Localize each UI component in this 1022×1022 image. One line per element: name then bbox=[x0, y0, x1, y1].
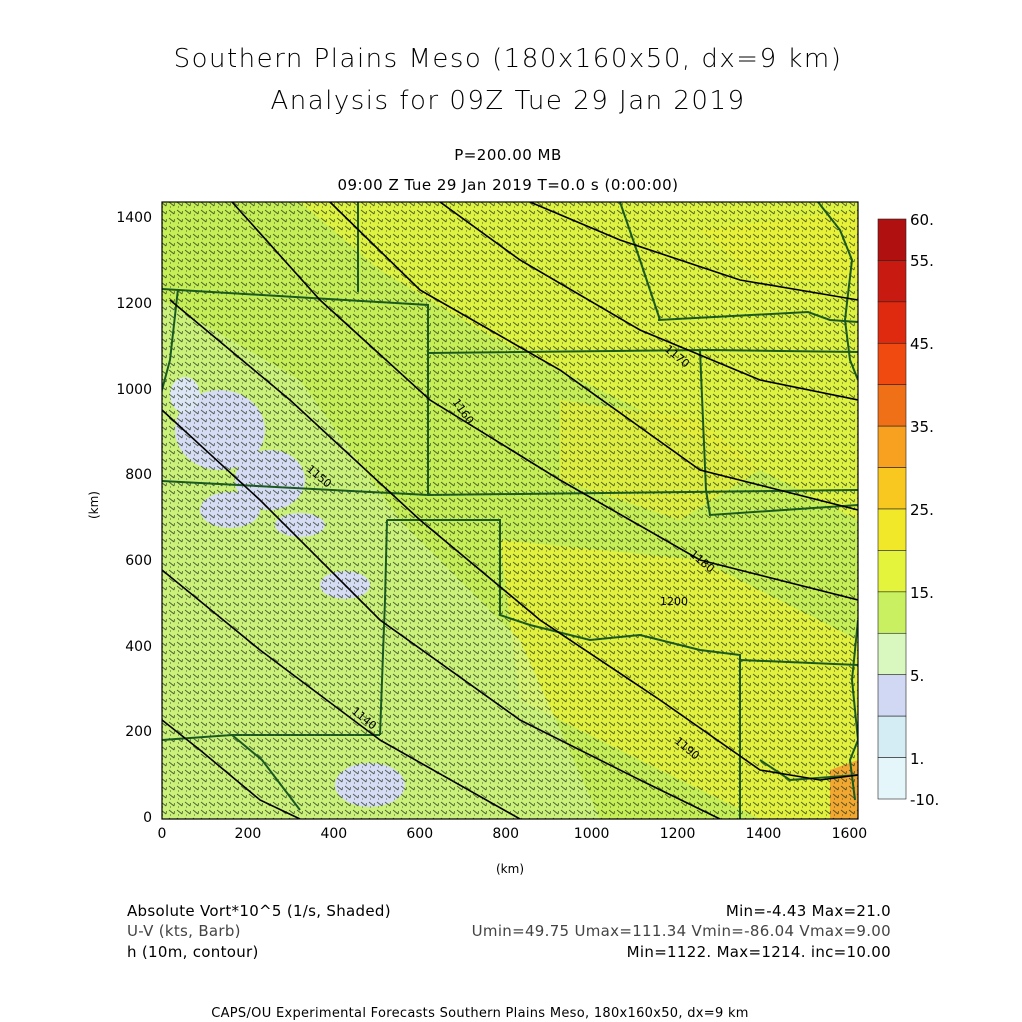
pressure-level: P=200.00 MB bbox=[454, 146, 562, 164]
y-tick-label: 800 bbox=[125, 467, 152, 484]
colorbar-tick-label: 45. bbox=[910, 335, 934, 354]
y-tick-label: 200 bbox=[125, 724, 152, 741]
x-tick-label: 1600 bbox=[831, 826, 868, 842]
x-tick-label: 1200 bbox=[659, 826, 696, 842]
colorbar-tick-label: 5. bbox=[910, 666, 925, 685]
y-tick-label: 1200 bbox=[116, 295, 152, 312]
colorbar-swatch bbox=[877, 757, 907, 800]
title-line-1: Southern Plains Meso (180x160x50, dx=9 k… bbox=[173, 44, 843, 74]
x-tick-label: 1400 bbox=[745, 826, 782, 842]
y-tick-label: 1400 bbox=[116, 210, 152, 227]
colorbar-swatch bbox=[877, 467, 907, 510]
x-axis-unit: (km) bbox=[496, 862, 525, 876]
colorbar-tick-label: 35. bbox=[910, 418, 934, 437]
legend-field-3-stats: Min=1122. Max=1214. inc=10.00 bbox=[626, 943, 891, 961]
legend-field-2: U-V (kts, Barb) bbox=[127, 922, 241, 940]
colorbar-tick-label: 1. bbox=[910, 749, 925, 768]
colorbar bbox=[877, 218, 907, 800]
x-tick-label: 200 bbox=[234, 826, 262, 842]
colorbar-tick-label: 55. bbox=[910, 252, 934, 271]
colorbar-tick-label: 25. bbox=[910, 501, 934, 519]
wind-barbs bbox=[162, 202, 858, 819]
x-tick-label: 400 bbox=[320, 826, 348, 842]
colorbar-tick-label: 15. bbox=[910, 583, 934, 602]
colorbar-swatch bbox=[877, 674, 907, 717]
colorbar-swatch bbox=[877, 384, 907, 427]
colorbar-swatch bbox=[877, 550, 907, 593]
colorbar-swatch bbox=[877, 715, 907, 758]
colorbar-swatch bbox=[877, 218, 907, 261]
x-tick-label: 800 bbox=[492, 826, 520, 842]
legend-field-2-stats: Umin=49.75 Umax=111.34 Vmin=-86.04 Vmax=… bbox=[471, 922, 891, 940]
legend-field-1-stats: Min=-4.43 Max=21.0 bbox=[725, 902, 891, 920]
plot-frame bbox=[161, 201, 859, 820]
x-tick-label: 600 bbox=[406, 826, 434, 842]
y-tick-label: 400 bbox=[125, 638, 152, 655]
y-tick-label: 600 bbox=[125, 552, 152, 569]
x-tick-label: 1000 bbox=[573, 826, 610, 842]
colorbar-swatch bbox=[877, 591, 907, 634]
legend-field-1: Absolute Vort*10^5 (1/s, Shaded) bbox=[127, 902, 391, 920]
title-line-2: Analysis for 09Z Tue 29 Jan 2019 bbox=[270, 86, 746, 116]
y-tick-label: 0 bbox=[143, 810, 152, 826]
colorbar-swatch bbox=[877, 342, 907, 386]
legend-field-3: h (10m, contour) bbox=[127, 943, 259, 961]
y-axis-unit: (km) bbox=[87, 490, 102, 520]
colorbar-swatch bbox=[877, 260, 907, 303]
footer-credit: CAPS/OU Experimental Forecasts Southern … bbox=[211, 1006, 749, 1021]
colorbar-swatch bbox=[877, 425, 907, 468]
contour-label: 1200 bbox=[660, 595, 688, 608]
colorbar-tick-label: -10. bbox=[910, 791, 940, 809]
y-tick-label: 1000 bbox=[116, 381, 152, 398]
colorbar-swatch bbox=[877, 508, 907, 551]
height-contours bbox=[162, 202, 858, 819]
x-tick-label: 0 bbox=[157, 826, 167, 842]
colorbar-swatch bbox=[877, 632, 907, 676]
state-borders bbox=[162, 202, 858, 819]
valid-time: 09:00 Z Tue 29 Jan 2019 T=0.0 s (0:00:00… bbox=[337, 176, 679, 194]
colorbar-swatch bbox=[877, 301, 907, 344]
colorbar-tick-label: 60. bbox=[910, 211, 934, 229]
